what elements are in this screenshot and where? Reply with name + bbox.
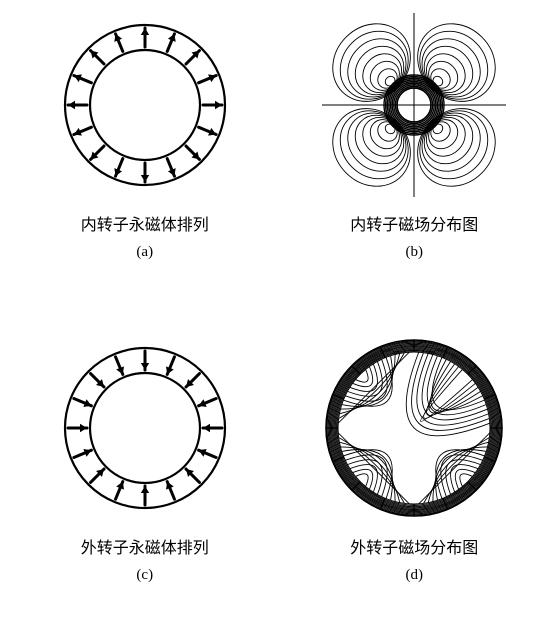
panel-b: 内转子磁场分布图 (b)	[300, 10, 530, 303]
panel-c: 外转子永磁体排列 (c)	[30, 333, 260, 626]
caption-d: 外转子磁场分布图	[350, 537, 478, 561]
caption-a: 内转子永磁体排列	[81, 214, 209, 238]
sublabel-b: (b)	[406, 244, 424, 261]
panel-a: 内转子永磁体排列 (a)	[30, 10, 260, 303]
sublabel-d: (d)	[406, 567, 424, 584]
figure-page: 内转子永磁体排列 (a) 内转子磁场分布图 (b) 外转子永磁体排列 (c) 外…	[0, 0, 559, 636]
diagram-d	[319, 333, 509, 523]
diagram-c	[50, 333, 240, 523]
panel-d: 外转子磁场分布图 (d)	[300, 333, 530, 626]
diagram-b	[319, 10, 509, 200]
sublabel-c: (c)	[136, 567, 153, 584]
sublabel-a: (a)	[136, 244, 153, 261]
caption-c: 外转子永磁体排列	[81, 537, 209, 561]
figure-grid: 内转子永磁体排列 (a) 内转子磁场分布图 (b) 外转子永磁体排列 (c) 外…	[30, 10, 529, 626]
caption-b: 内转子磁场分布图	[350, 214, 478, 238]
diagram-a	[50, 10, 240, 200]
